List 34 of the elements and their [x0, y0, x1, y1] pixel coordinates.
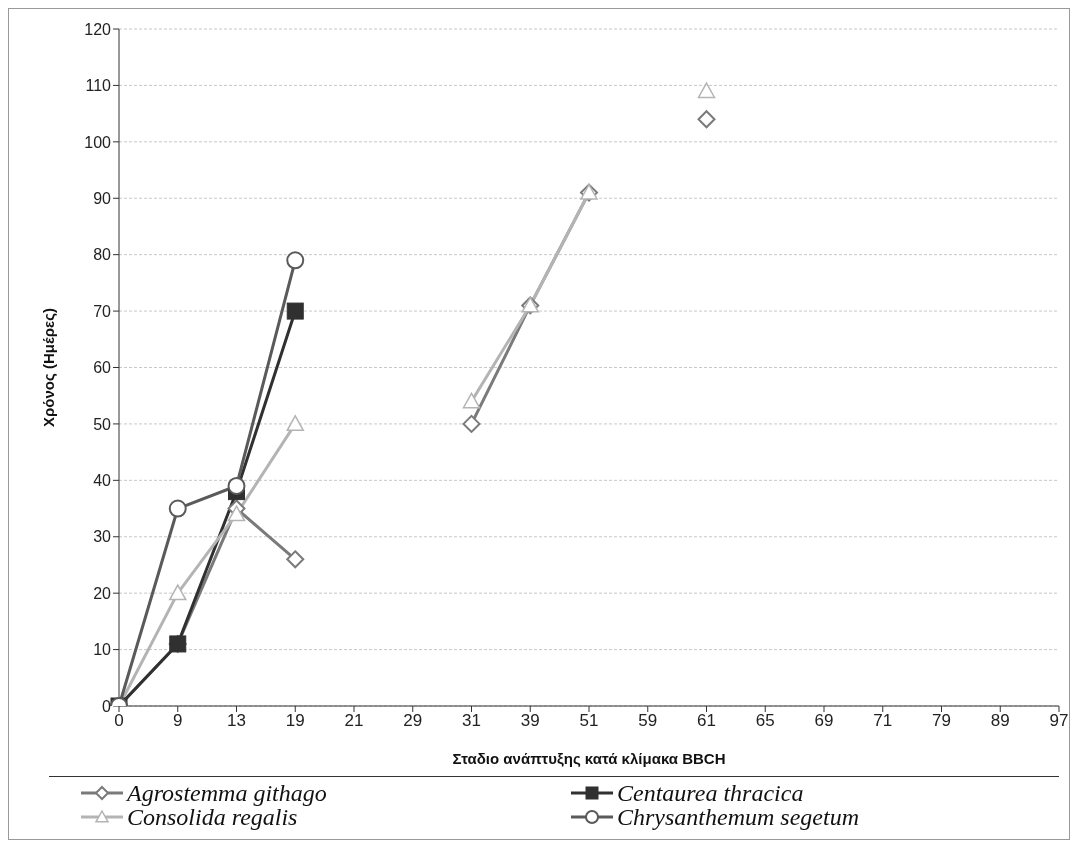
y-tick-label: 50	[93, 415, 112, 433]
x-tick-label: 65	[755, 711, 775, 731]
y-tick-label: 110	[85, 77, 112, 95]
x-tick-label: 21	[344, 711, 364, 731]
x-tick-label: 59	[638, 711, 658, 731]
x-tick-label: 97	[1049, 711, 1069, 731]
y-tick-label: 20	[93, 584, 112, 602]
y-tick-label: 80	[93, 246, 112, 264]
y-tick-label: 10	[93, 641, 112, 659]
x-tick-label: 69	[814, 711, 834, 731]
x-tick-label: 29	[403, 711, 423, 731]
y-axis-title: Χρόνος (Ημέρες)	[40, 308, 58, 427]
legend-label: Agrostemma githago	[127, 780, 327, 806]
y-tick-label: 30	[93, 528, 112, 546]
x-tick-label: 13	[227, 711, 246, 731]
y-tick-label: 100	[84, 133, 112, 151]
x-tick-label: 71	[873, 711, 893, 731]
legend-label: Centaurea thracica	[617, 780, 804, 806]
y-tick-label: 60	[93, 359, 112, 377]
x-tick-label: 31	[462, 711, 481, 731]
x-tick-label: 61	[697, 711, 716, 731]
x-tick-label: 39	[520, 711, 540, 731]
x-tick-label: 9	[173, 711, 183, 731]
x-tick-label: 79	[932, 711, 951, 731]
y-tick-label: 70	[93, 302, 112, 320]
x-tick-label: 19	[285, 711, 305, 731]
x-tick-label: 51	[579, 711, 599, 731]
x-tick-label: 89	[990, 711, 1010, 731]
y-tick-label: 120	[84, 20, 112, 38]
legend-label: Chrysanthemum segetum	[617, 804, 859, 830]
y-tick-label: 0	[102, 697, 112, 715]
y-tick-label: 90	[93, 189, 112, 207]
x-axis-title: Σταδιο ανάπτυξης κατά κλίμακα BBCH	[452, 750, 726, 767]
y-tick-label: 40	[93, 472, 112, 490]
